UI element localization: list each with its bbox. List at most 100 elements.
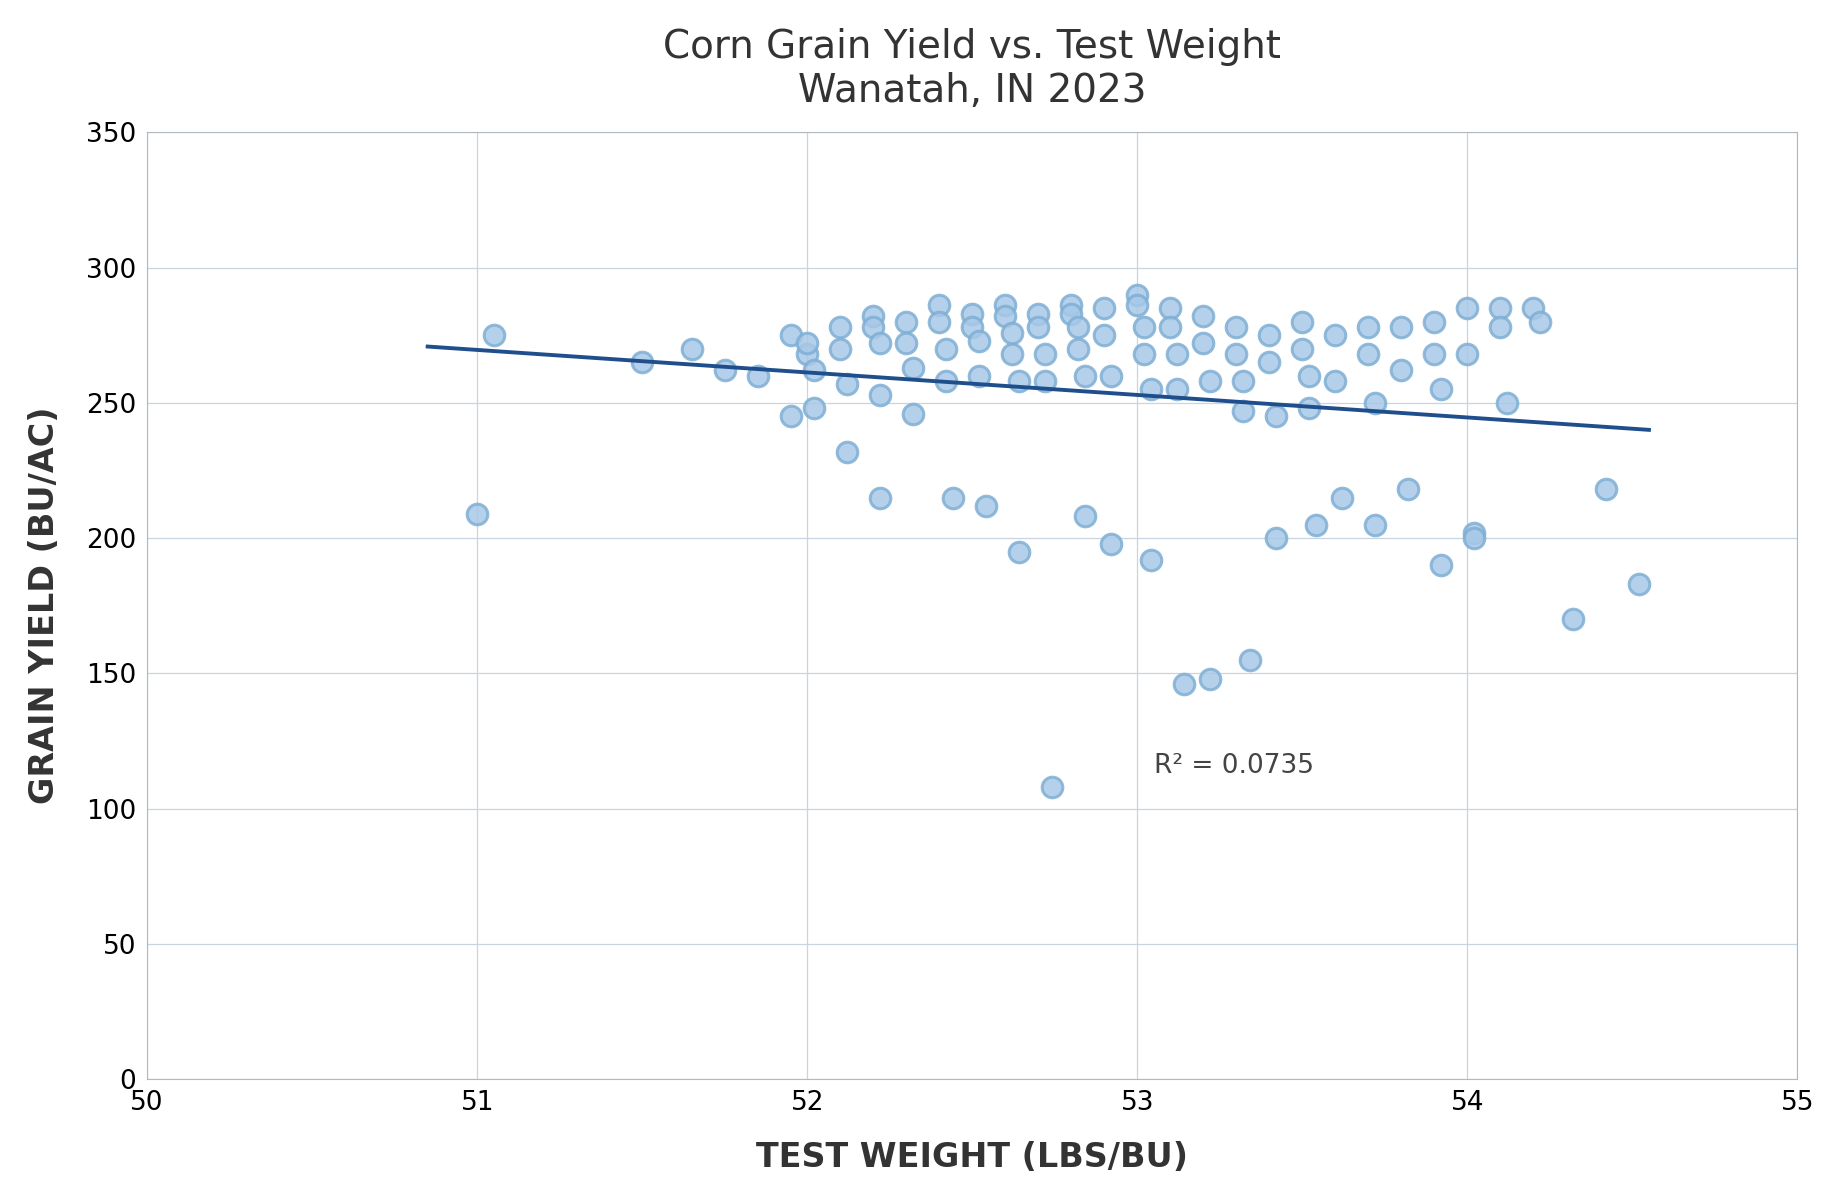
- Point: [1262, 406, 1291, 426]
- Point: [792, 345, 822, 364]
- Point: [991, 307, 1020, 326]
- Point: [775, 406, 805, 426]
- Point: [1096, 534, 1125, 553]
- Point: [833, 374, 862, 393]
- Point: [1229, 401, 1258, 421]
- Point: [1591, 480, 1621, 499]
- Point: [1229, 371, 1258, 391]
- Point: [1234, 650, 1264, 670]
- Point: [958, 317, 987, 337]
- Point: [1024, 304, 1054, 323]
- Point: [1070, 507, 1100, 526]
- Y-axis label: GRAIN YIELD (BU/AC): GRAIN YIELD (BU/AC): [28, 407, 61, 804]
- Title: Corn Grain Yield vs. Test Weight
Wanatah, IN 2023: Corn Grain Yield vs. Test Weight Wanatah…: [663, 28, 1282, 109]
- Point: [1387, 361, 1416, 380]
- Point: [1155, 298, 1184, 317]
- Point: [932, 339, 962, 358]
- Point: [1328, 488, 1358, 507]
- Point: [1420, 313, 1450, 332]
- Point: [1300, 514, 1330, 534]
- Point: [892, 313, 921, 332]
- Point: [1188, 334, 1218, 353]
- Point: [1221, 317, 1251, 337]
- Point: [678, 339, 707, 358]
- Point: [775, 326, 805, 345]
- Point: [1453, 345, 1483, 364]
- Point: [892, 334, 921, 353]
- Point: [1170, 674, 1199, 694]
- Point: [1090, 298, 1120, 317]
- Point: [742, 367, 772, 386]
- Point: [1354, 317, 1383, 337]
- Point: [1321, 326, 1350, 345]
- Point: [938, 488, 967, 507]
- Point: [799, 399, 829, 418]
- Point: [1453, 298, 1483, 317]
- Point: [1122, 285, 1151, 304]
- Point: [479, 326, 508, 345]
- Point: [792, 334, 822, 353]
- Point: [1288, 313, 1317, 332]
- Point: [1122, 296, 1151, 315]
- Point: [1195, 371, 1225, 391]
- Point: [1057, 296, 1087, 315]
- Point: [1359, 514, 1389, 534]
- Point: [1004, 371, 1033, 391]
- Point: [1518, 298, 1547, 317]
- Point: [1354, 345, 1383, 364]
- Point: [799, 361, 829, 380]
- Point: [1162, 345, 1192, 364]
- Text: R² = 0.0735: R² = 0.0735: [1153, 754, 1313, 779]
- Point: [1486, 317, 1516, 337]
- Point: [1387, 317, 1416, 337]
- Point: [1459, 523, 1488, 542]
- Point: [1063, 317, 1092, 337]
- Point: [958, 304, 987, 323]
- Point: [1558, 609, 1588, 629]
- Point: [1037, 778, 1067, 797]
- Point: [1070, 367, 1100, 386]
- Point: [1090, 326, 1120, 345]
- Point: [1195, 670, 1225, 689]
- Point: [971, 496, 1000, 516]
- Point: [1393, 480, 1422, 499]
- Point: [1459, 529, 1488, 548]
- Point: [1254, 352, 1284, 371]
- Point: [1486, 298, 1516, 317]
- Point: [997, 323, 1026, 343]
- Point: [1030, 345, 1059, 364]
- Point: [1426, 555, 1455, 575]
- Point: [709, 361, 739, 380]
- Point: [997, 345, 1026, 364]
- Point: [1162, 380, 1192, 399]
- Point: [858, 317, 888, 337]
- Point: [1096, 367, 1125, 386]
- Point: [1004, 542, 1033, 561]
- Point: [932, 371, 962, 391]
- Point: [1057, 304, 1087, 323]
- Point: [825, 339, 855, 358]
- Point: [1321, 371, 1350, 391]
- Point: [1359, 393, 1389, 412]
- X-axis label: TEST WEIGHT (LBS/BU): TEST WEIGHT (LBS/BU): [757, 1141, 1188, 1174]
- Point: [1262, 529, 1291, 548]
- Point: [925, 313, 954, 332]
- Point: [1492, 393, 1521, 412]
- Point: [866, 488, 895, 507]
- Point: [1129, 345, 1159, 364]
- Point: [1625, 575, 1654, 594]
- Point: [825, 317, 855, 337]
- Point: [1426, 380, 1455, 399]
- Point: [462, 504, 492, 523]
- Point: [1295, 399, 1324, 418]
- Point: [866, 385, 895, 404]
- Point: [1288, 339, 1317, 358]
- Point: [1129, 317, 1159, 337]
- Point: [899, 358, 928, 377]
- Point: [1024, 317, 1054, 337]
- Point: [899, 404, 928, 423]
- Point: [1525, 313, 1555, 332]
- Point: [1295, 367, 1324, 386]
- Point: [1188, 307, 1218, 326]
- Point: [628, 352, 658, 371]
